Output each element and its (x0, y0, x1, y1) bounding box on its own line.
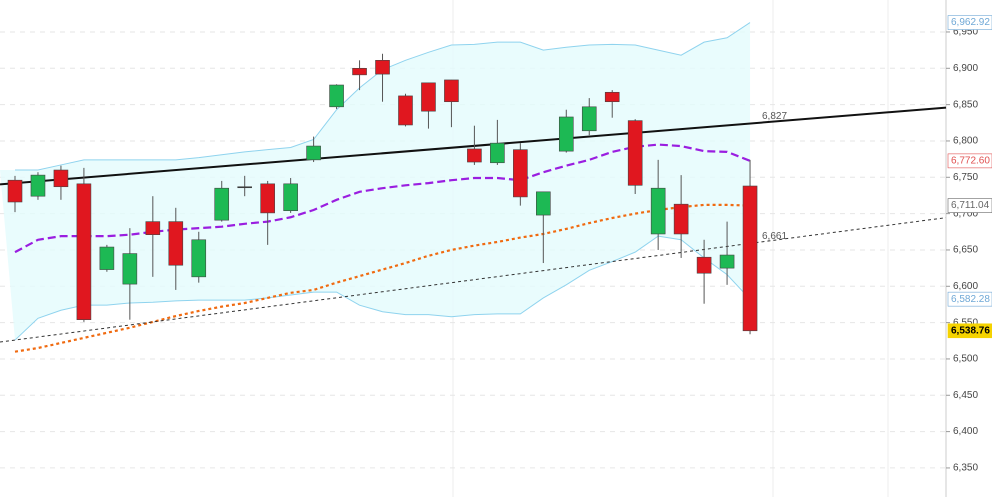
trendline-label: 6,827 (762, 111, 787, 122)
candle-body (444, 79, 459, 103)
trendline (0, 106, 947, 186)
y-tick-label: 6,400 (953, 426, 978, 437)
candle-body (145, 221, 161, 235)
candle-body (604, 91, 620, 103)
y-tick-label: 6,850 (953, 99, 978, 110)
candle-body (306, 145, 321, 161)
y-tick-label: 6,450 (953, 390, 978, 401)
price-label: 6,772.60 (951, 156, 990, 167)
candle-body (375, 60, 390, 75)
candle-body (742, 185, 758, 332)
candle-body (53, 169, 69, 188)
y-tick-label: 6,700 (953, 208, 978, 219)
price-label: 6,582.28 (951, 294, 990, 305)
band-fill (0, 22, 751, 341)
overlay-line (14, 143, 751, 254)
candle-body (260, 183, 275, 214)
candle-body (122, 253, 138, 285)
price-label-box (947, 323, 992, 339)
candle-body (283, 183, 298, 212)
y-tick-label: 6,500 (953, 354, 978, 365)
price-label: 6,962.92 (951, 17, 990, 28)
candle-body (650, 187, 666, 235)
candle-body (237, 186, 252, 189)
candle-body (76, 183, 92, 321)
candle-body (99, 246, 115, 270)
candle-body (168, 221, 184, 266)
candle-body (352, 68, 367, 76)
candle-body (191, 239, 207, 278)
candle-body (30, 174, 46, 197)
candle-body (719, 254, 735, 269)
y-tick-label: 6,350 (953, 463, 978, 474)
candle-body (581, 106, 597, 132)
candle-body (627, 120, 643, 186)
candle-body (421, 82, 436, 112)
price-label-box (947, 198, 992, 213)
y-tick-label: 6,650 (953, 245, 978, 256)
overlay-line (14, 235, 751, 341)
price-label: 6,538.76 (951, 325, 990, 336)
candle-body (536, 191, 551, 216)
candle-body (490, 142, 505, 164)
candle-body (398, 95, 413, 126)
candle-body (513, 149, 528, 198)
y-tick-label: 6,800 (953, 136, 978, 147)
candle-body (214, 187, 230, 221)
price-label: 6,711.04 (951, 200, 990, 211)
trendline-label: 6,661 (762, 231, 787, 242)
price-label-box (947, 291, 992, 307)
y-tick-label: 6,600 (953, 281, 978, 292)
candle-body (696, 256, 712, 274)
price-label-box (947, 15, 992, 30)
candle-body (7, 179, 23, 203)
candle-body (467, 148, 482, 163)
y-tick-label: 6,950 (953, 27, 978, 38)
candle-body (329, 84, 344, 108)
y-tick-label: 6,900 (953, 63, 978, 74)
candle-body (558, 116, 574, 152)
y-tick-label: 6,750 (953, 172, 978, 183)
y-tick-label: 6,550 (953, 317, 978, 328)
price-label-box (947, 153, 992, 169)
candle-body (673, 203, 689, 235)
